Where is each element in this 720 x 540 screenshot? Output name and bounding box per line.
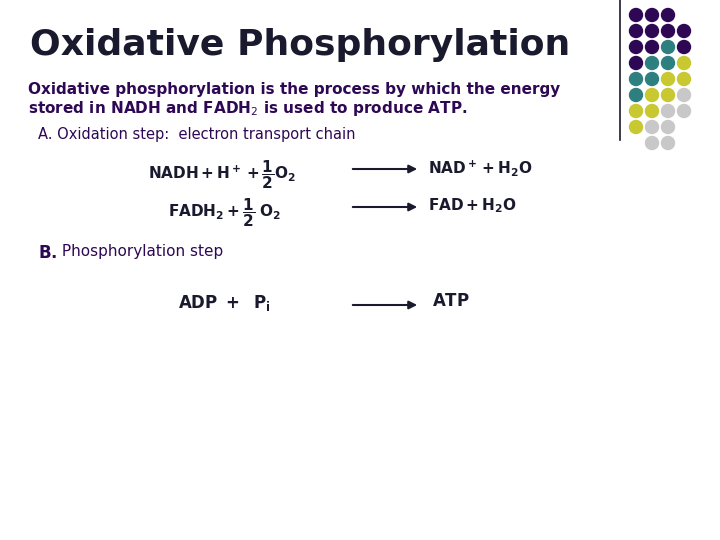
Circle shape <box>646 120 659 133</box>
Text: Oxidative phosphorylation is the process by which the energy: Oxidative phosphorylation is the process… <box>28 82 560 97</box>
Text: $\mathbf{FADH_2 + \dfrac{1}{2}\ O_2}$: $\mathbf{FADH_2 + \dfrac{1}{2}\ O_2}$ <box>168 196 282 229</box>
Circle shape <box>662 137 675 150</box>
Circle shape <box>678 40 690 53</box>
Text: A. Oxidation step:  electron transport chain: A. Oxidation step: electron transport ch… <box>38 127 356 142</box>
Circle shape <box>629 24 642 37</box>
Circle shape <box>646 9 659 22</box>
Circle shape <box>646 24 659 37</box>
Text: stored in NADH and FADH$_2$ is used to produce ATP.: stored in NADH and FADH$_2$ is used to p… <box>28 99 467 118</box>
Circle shape <box>662 89 675 102</box>
Text: Phosphorylation step: Phosphorylation step <box>57 244 223 259</box>
Circle shape <box>629 40 642 53</box>
Circle shape <box>662 24 675 37</box>
Circle shape <box>678 24 690 37</box>
Circle shape <box>629 105 642 118</box>
Circle shape <box>629 89 642 102</box>
Text: $\bf{B.}$: $\bf{B.}$ <box>38 244 58 262</box>
Circle shape <box>662 9 675 22</box>
Text: $\mathbf{FAD + H_2O}$: $\mathbf{FAD + H_2O}$ <box>428 196 517 215</box>
Circle shape <box>678 89 690 102</box>
Text: $\mathbf{NAD^+ + H_2O}$: $\mathbf{NAD^+ + H_2O}$ <box>428 158 533 178</box>
Circle shape <box>629 9 642 22</box>
Text: $\mathbf{NADH + H^+ + \dfrac{1}{2}O_2}$: $\mathbf{NADH + H^+ + \dfrac{1}{2}O_2}$ <box>148 158 296 191</box>
Circle shape <box>646 137 659 150</box>
Circle shape <box>662 40 675 53</box>
Circle shape <box>678 72 690 85</box>
Circle shape <box>662 120 675 133</box>
Circle shape <box>646 40 659 53</box>
Circle shape <box>662 57 675 70</box>
Circle shape <box>629 120 642 133</box>
Circle shape <box>629 57 642 70</box>
Text: $\mathbf{ADP\ +\ \ P_i}$: $\mathbf{ADP\ +\ \ P_i}$ <box>178 293 271 313</box>
Circle shape <box>629 72 642 85</box>
Text: $\mathbf{ATP}$: $\mathbf{ATP}$ <box>432 293 469 310</box>
Circle shape <box>662 105 675 118</box>
Circle shape <box>646 105 659 118</box>
Circle shape <box>662 72 675 85</box>
Circle shape <box>646 72 659 85</box>
Circle shape <box>646 57 659 70</box>
Circle shape <box>646 89 659 102</box>
Text: Oxidative Phosphorylation: Oxidative Phosphorylation <box>30 28 570 62</box>
Circle shape <box>678 57 690 70</box>
Circle shape <box>678 105 690 118</box>
